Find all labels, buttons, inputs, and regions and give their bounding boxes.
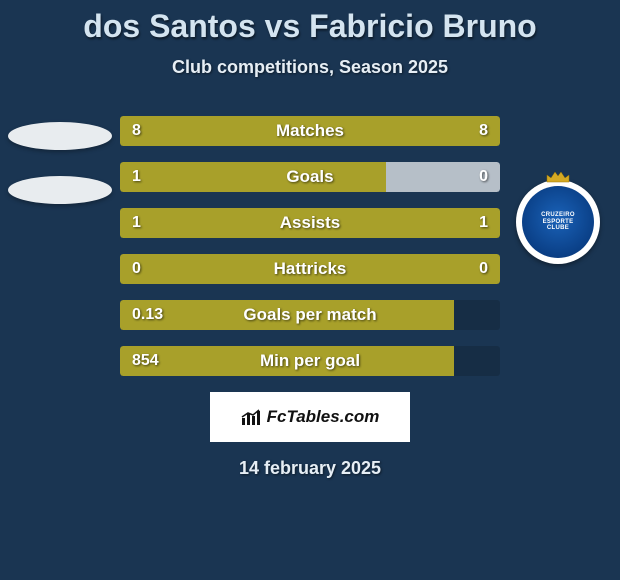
stat-value-right: 0 bbox=[479, 260, 488, 278]
stat-value-left: 0.13 bbox=[132, 306, 163, 324]
chart-icon bbox=[241, 408, 263, 426]
stat-value-right: 1 bbox=[479, 214, 488, 232]
stat-value-right: 8 bbox=[479, 122, 488, 140]
stat-label: Min per goal bbox=[260, 351, 360, 371]
club-logo-right: CRUZEIRO ESPORTE CLUBE bbox=[516, 180, 600, 264]
stat-row: Assists 1 1 bbox=[120, 208, 500, 238]
footer-brand-box[interactable]: FcTables.com bbox=[210, 392, 410, 442]
date-text: 14 february 2025 bbox=[0, 458, 620, 479]
stat-row: Goals 1 0 bbox=[120, 162, 500, 192]
comparison-card: dos Santos vs Fabricio Bruno Club compet… bbox=[0, 0, 620, 479]
player-badge-left bbox=[8, 176, 112, 204]
stat-row: Goals per match 0.13 bbox=[120, 300, 500, 330]
club-name-line3: CLUBE bbox=[547, 225, 569, 232]
stat-row: Min per goal 854 bbox=[120, 346, 500, 376]
subtitle: Club competitions, Season 2025 bbox=[0, 57, 620, 78]
stat-label: Goals bbox=[286, 167, 333, 187]
stat-row: Matches 8 8 bbox=[120, 116, 500, 146]
stat-row: Hattricks 0 0 bbox=[120, 254, 500, 284]
stat-label: Goals per match bbox=[243, 305, 376, 325]
stat-value-left: 1 bbox=[132, 214, 141, 232]
bar-left bbox=[120, 162, 386, 192]
stat-label: Matches bbox=[276, 121, 344, 141]
crown-icon bbox=[545, 170, 571, 184]
stat-value-right: 0 bbox=[479, 168, 488, 186]
stat-value-left: 0 bbox=[132, 260, 141, 278]
stat-value-left: 1 bbox=[132, 168, 141, 186]
club-name-line2: ESPORTE bbox=[543, 219, 574, 226]
player-badge-left bbox=[8, 122, 112, 150]
footer-brand-text: FcTables.com bbox=[267, 407, 380, 427]
stat-label: Hattricks bbox=[274, 259, 347, 279]
club-name: CRUZEIRO bbox=[541, 212, 575, 219]
stat-label: Assists bbox=[280, 213, 340, 233]
stat-value-left: 8 bbox=[132, 122, 141, 140]
page-title: dos Santos vs Fabricio Bruno bbox=[0, 8, 620, 45]
stat-value-left: 854 bbox=[132, 352, 159, 370]
